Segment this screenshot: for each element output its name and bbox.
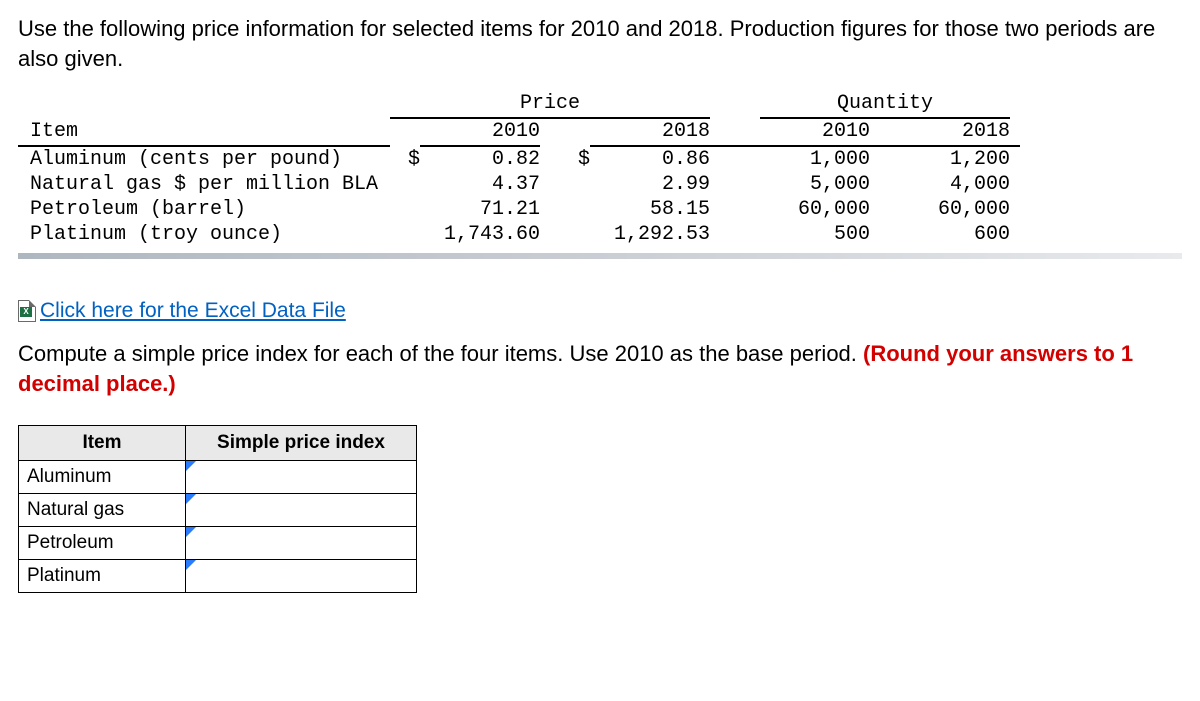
table-bottom-divider: [18, 253, 1182, 259]
price-quantity-table: Price Quantity Item 2010 2018 2010 2018 …: [18, 91, 1182, 265]
currency-symbol: [540, 222, 590, 247]
qty-2018-header: 2018: [870, 119, 1020, 147]
answer-input-petroleum[interactable]: [186, 526, 417, 559]
question-prompt: Use the following price information for …: [18, 14, 1182, 73]
price-2010-cell: 0.82: [420, 147, 540, 172]
item-cell: Natural gas $ per million BLA: [18, 172, 390, 197]
answer-item-label: Natural gas: [19, 493, 186, 526]
answer-item-label: Platinum: [19, 559, 186, 592]
table-row: Aluminum (cents per pound) $ 0.82 $ 0.86…: [18, 147, 1182, 172]
price-2010-header: 2010: [420, 119, 540, 147]
qty-2010-cell: 1,000: [710, 147, 870, 172]
price-2018-cell: 2.99: [590, 172, 710, 197]
answer-item-header: Item: [19, 425, 186, 460]
currency-symbol: [390, 222, 420, 247]
item-cell: Platinum (troy ounce): [18, 222, 390, 247]
qty-2018-cell: 600: [870, 222, 1020, 247]
answer-input-natural-gas[interactable]: [186, 493, 417, 526]
answer-row: Aluminum: [19, 460, 417, 493]
price-2018-cell: 58.15: [590, 197, 710, 222]
table-row: Natural gas $ per million BLA 4.37 2.99 …: [18, 172, 1182, 197]
currency-symbol: [390, 197, 420, 222]
qty-2010-cell: 5,000: [710, 172, 870, 197]
qty-2010-cell: 60,000: [710, 197, 870, 222]
answer-row: Natural gas: [19, 493, 417, 526]
compute-instruction: Compute a simple price index for each of…: [18, 339, 1182, 398]
answer-input-aluminum[interactable]: [186, 460, 417, 493]
qty-2010-header: 2010: [710, 119, 870, 147]
excel-file-icon: X: [18, 300, 36, 322]
price-2010-cell: 4.37: [420, 172, 540, 197]
input-indicator-icon: [186, 461, 196, 471]
qty-2018-cell: 1,200: [870, 147, 1020, 172]
answer-row: Petroleum: [19, 526, 417, 559]
input-indicator-icon: [186, 494, 196, 504]
table-row: Platinum (troy ounce) 1,743.60 1,292.53 …: [18, 222, 1182, 247]
qty-2010-cell: 500: [710, 222, 870, 247]
input-indicator-icon: [186, 560, 196, 570]
quantity-group-header: Quantity: [760, 91, 1010, 119]
item-cell: Petroleum (barrel): [18, 197, 390, 222]
answer-spi-header: Simple price index: [186, 425, 417, 460]
answer-item-label: Aluminum: [19, 460, 186, 493]
currency-symbol: $: [390, 147, 420, 172]
currency-symbol: $: [540, 147, 590, 172]
item-cell: Aluminum (cents per pound): [18, 147, 390, 172]
group-header-row: Price Quantity: [18, 91, 1182, 119]
instruction-text: Compute a simple price index for each of…: [18, 341, 863, 366]
price-2018-cell: 1,292.53: [590, 222, 710, 247]
price-2018-cell: 0.86: [590, 147, 710, 172]
input-indicator-icon: [186, 527, 196, 537]
price-2018-header: 2018: [590, 119, 710, 147]
qty-2018-cell: 4,000: [870, 172, 1020, 197]
answer-item-label: Petroleum: [19, 526, 186, 559]
currency-symbol: [540, 172, 590, 197]
item-header: Item: [18, 119, 390, 147]
price-group-header: Price: [390, 91, 710, 119]
excel-data-file-link[interactable]: Click here for the Excel Data File: [40, 299, 346, 323]
answer-input-platinum[interactable]: [186, 559, 417, 592]
answer-row: Platinum: [19, 559, 417, 592]
answer-table: Item Simple price index Aluminum Natural…: [18, 425, 417, 593]
column-header-row: Item 2010 2018 2010 2018: [18, 119, 1182, 147]
currency-symbol: [540, 197, 590, 222]
qty-2018-cell: 60,000: [870, 197, 1020, 222]
price-2010-cell: 71.21: [420, 197, 540, 222]
price-2010-cell: 1,743.60: [420, 222, 540, 247]
currency-symbol: [390, 172, 420, 197]
table-row: Petroleum (barrel) 71.21 58.15 60,000 60…: [18, 197, 1182, 222]
